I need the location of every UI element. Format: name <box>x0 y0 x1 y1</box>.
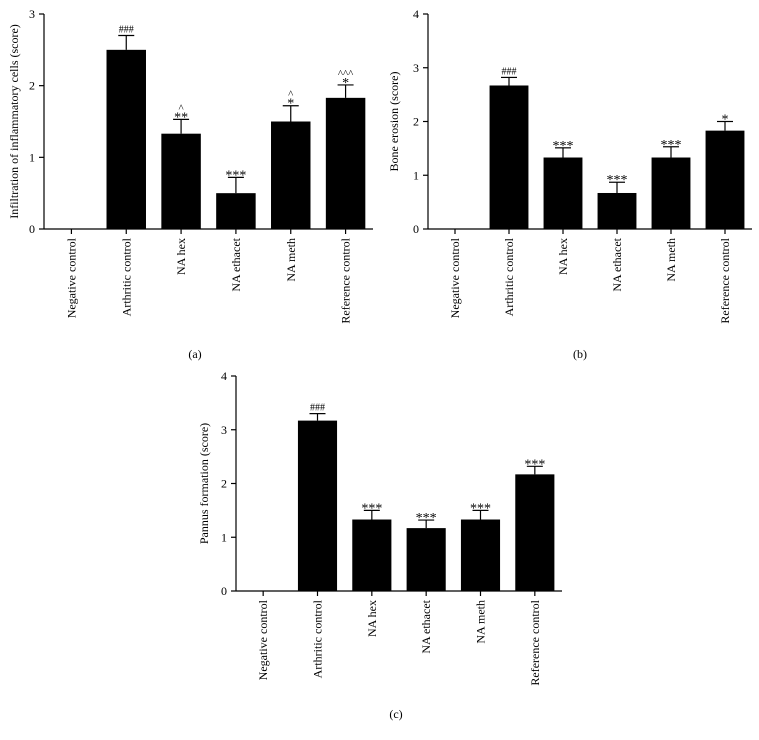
panel-label: (b) <box>573 347 587 361</box>
y-tick-label: 0 <box>29 222 35 236</box>
significance-label: ### <box>502 66 517 77</box>
bar <box>216 193 256 229</box>
y-tick-label: 1 <box>413 168 419 182</box>
x-category-label: Reference control <box>339 237 353 323</box>
y-axis-label: Bone erosion (score) <box>387 72 401 172</box>
y-tick-label: 2 <box>413 115 419 129</box>
significance-label-secondary: ^ <box>288 89 294 101</box>
panel-label: (c) <box>389 707 402 721</box>
significance-label: ### <box>119 25 134 36</box>
panel-label: (a) <box>188 347 201 361</box>
chart-panel-a: 0 1 2 3 Infiltration of inflammatory cells (… <box>7 7 373 361</box>
significance-label: * <box>342 76 349 91</box>
x-category-label: Arthritic control <box>311 599 325 678</box>
significance-label-secondary: ^^^ <box>338 68 354 80</box>
y-tick-label: 2 <box>221 477 227 491</box>
x-category-label: Reference control <box>528 599 542 685</box>
bar <box>106 49 146 230</box>
x-category-label: NA ethacet <box>610 237 624 291</box>
y-tick-label: 1 <box>221 530 227 544</box>
y-tick-label: 0 <box>221 584 227 598</box>
bar <box>406 528 446 591</box>
y-tick-label: 3 <box>413 61 419 75</box>
chart-panel-c: 0 1 2 3 4 Pannus formation (score) Negative co… <box>197 369 562 721</box>
significance-label-secondary: ^ <box>178 102 184 114</box>
significance-label: * <box>722 113 729 128</box>
bar <box>271 121 311 229</box>
bar <box>325 97 366 229</box>
x-category-label: NA meth <box>284 238 298 282</box>
bar <box>515 474 555 591</box>
y-tick-label: 3 <box>29 7 35 21</box>
chart-panel-b: 0 1 2 3 4 Bone erosion (score) Negative contro… <box>387 7 752 361</box>
x-category-label: NA ethacet <box>229 237 243 291</box>
significance-label: *** <box>607 173 628 188</box>
significance-label: *** <box>524 457 545 472</box>
x-category-label: NA hex <box>174 238 188 275</box>
y-axis-label: Pannus formation (score) <box>197 423 211 544</box>
bar <box>489 85 529 229</box>
bar <box>161 133 201 229</box>
x-category-label: NA meth <box>474 600 488 644</box>
bar <box>543 157 583 229</box>
significance-label: *** <box>416 511 437 526</box>
y-tick-label: 4 <box>221 369 227 383</box>
y-tick-label: 2 <box>29 79 35 93</box>
x-category-label: Arthritic control <box>119 237 133 316</box>
y-tick-label: 0 <box>413 222 419 236</box>
x-category-label: NA hex <box>365 600 379 637</box>
y-axis-label: Infiltration of inflammatory cells (scor… <box>7 24 21 219</box>
significance-label: ** <box>174 110 188 125</box>
significance-label: *** <box>661 138 682 153</box>
significance-label: *** <box>225 168 246 183</box>
x-category-label: Negative control <box>64 237 78 318</box>
y-tick-label: 1 <box>29 150 35 164</box>
significance-label: * <box>287 97 294 112</box>
bar <box>297 420 338 591</box>
x-category-label: Arthritic control <box>502 237 516 316</box>
bar <box>597 192 637 229</box>
bar <box>651 157 691 229</box>
x-category-label: Negative control <box>448 237 462 318</box>
y-tick-label: 4 <box>413 7 419 21</box>
bar <box>460 519 501 591</box>
significance-label: *** <box>361 501 382 516</box>
x-category-label: Negative control <box>256 599 270 680</box>
x-category-label: NA meth <box>664 238 678 282</box>
significance-label: *** <box>470 501 491 516</box>
x-category-label: NA ethacet <box>419 599 433 653</box>
x-category-label: Reference control <box>718 237 732 323</box>
x-category-label: NA hex <box>556 238 570 275</box>
significance-label: *** <box>553 139 574 154</box>
y-tick-label: 3 <box>221 423 227 437</box>
bar <box>705 130 745 229</box>
significance-label: ### <box>310 403 325 414</box>
bar <box>352 519 392 591</box>
